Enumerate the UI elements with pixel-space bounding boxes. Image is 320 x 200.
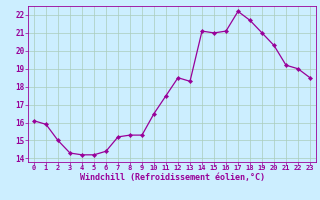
X-axis label: Windchill (Refroidissement éolien,°C): Windchill (Refroidissement éolien,°C): [79, 173, 265, 182]
